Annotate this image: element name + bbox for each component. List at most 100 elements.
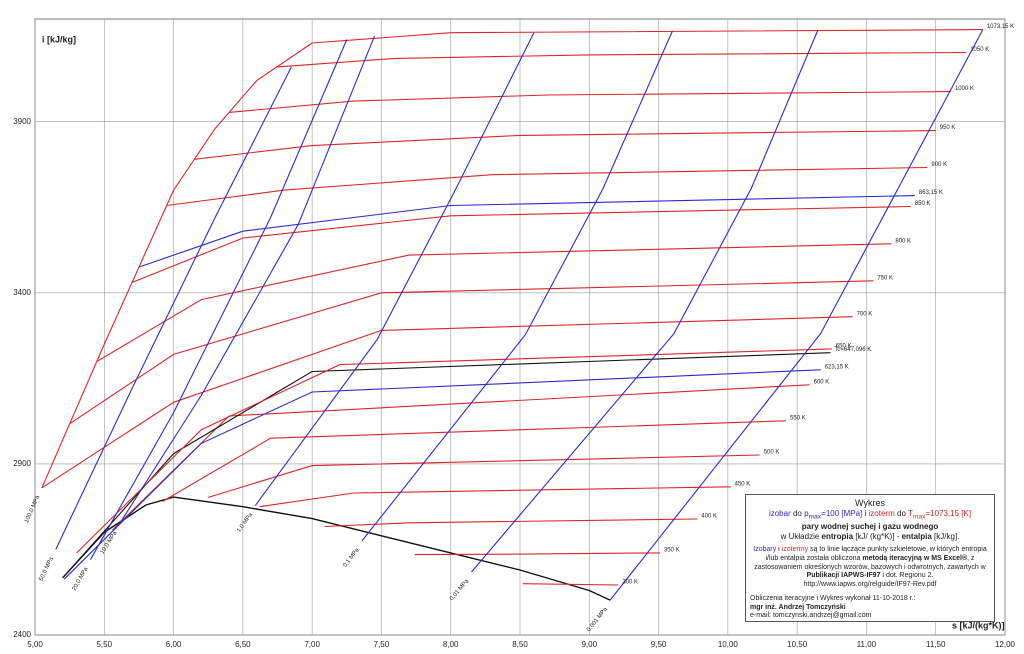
curve xyxy=(194,130,936,160)
text: p xyxy=(804,509,809,519)
isotherm-label: 1000 K xyxy=(955,86,974,92)
curve xyxy=(119,35,376,525)
text: i xyxy=(778,546,780,554)
x-tick-label: 9,50 xyxy=(651,640,667,649)
text: =1073,15 [K] xyxy=(925,509,972,519)
curve xyxy=(208,454,760,498)
grid xyxy=(34,19,1006,636)
y-tick-label: 3900 xyxy=(13,117,31,126)
isotherm-label: 623,15 K xyxy=(825,364,849,370)
isotherm-label: 863,15 K xyxy=(919,190,943,196)
curve xyxy=(361,30,673,542)
curve xyxy=(138,195,915,268)
credit: mgr inż. Andrzej Tomczyński xyxy=(750,603,846,611)
isotherm-label: 1073,15 K xyxy=(987,24,1014,30)
text: max xyxy=(808,513,822,521)
curve xyxy=(62,352,831,579)
isotherm-label: 300 K xyxy=(622,580,638,586)
x-tick-label: 6,00 xyxy=(166,640,182,649)
curve xyxy=(324,518,698,528)
credit: e-mail: tomczynski.andrzej@gmail.com xyxy=(750,612,872,620)
info-box: Wykres izobar do pmax=100 [MPa] i izoter… xyxy=(745,494,995,622)
text: =100 [MPa] xyxy=(821,509,863,519)
text: izobar xyxy=(768,509,791,519)
curve xyxy=(522,583,619,586)
curve xyxy=(69,280,874,425)
text: max xyxy=(912,513,926,521)
isotherm-label: 550 K xyxy=(790,415,806,421)
x-tick-label: 7,00 xyxy=(304,640,320,649)
x-tick-label: 7,50 xyxy=(374,640,390,649)
x-tick-label: 10,50 xyxy=(787,640,808,649)
curve xyxy=(62,496,611,601)
curve xyxy=(97,243,892,362)
curve xyxy=(41,316,853,489)
isotherm-label: 600 K xyxy=(814,379,830,385)
box-line: pary wodnej suchej i gazu wodnego xyxy=(801,522,939,532)
lines xyxy=(41,29,984,601)
curve xyxy=(259,486,731,508)
curve xyxy=(76,348,832,554)
isotherm-label: Tc=647,096 K xyxy=(834,347,871,353)
isotherm-label: 350 K xyxy=(664,547,680,553)
text: izotermy xyxy=(781,546,809,554)
text: są to linie łączące punkty szkieletowe, … xyxy=(765,546,987,562)
text: i dot. Regionu 2. xyxy=(882,572,934,580)
text: entropia xyxy=(821,532,854,542)
text: i xyxy=(864,509,867,519)
text: Izobary xyxy=(753,546,777,554)
isotherm-label: 750 K xyxy=(877,275,893,281)
box-line: w Układzie entropia [kJ/ (kg*K)] - ental… xyxy=(750,532,990,542)
y-tick-label: 2400 xyxy=(13,630,31,639)
curve xyxy=(471,29,819,573)
isotherm-label: 400 K xyxy=(701,514,717,520)
text: metodą iteracyjną w MS Excel® xyxy=(862,554,968,562)
isotherm-label: 1050 K xyxy=(970,47,989,53)
x-tick-label: 5,50 xyxy=(96,640,112,649)
x-tick-label: 11,50 xyxy=(926,640,946,649)
text: izoterm xyxy=(868,509,895,519)
curve xyxy=(162,420,787,502)
x-tick-label: 12,00 xyxy=(995,640,1016,649)
x-tick-label: 11,00 xyxy=(857,640,877,649)
x-tick-label: 8,00 xyxy=(443,640,459,649)
text: w Układzie xyxy=(780,532,820,542)
y-tick-label: 3400 xyxy=(13,288,31,297)
x-tick-label: 6,50 xyxy=(235,640,251,649)
credit: Obliczenia iteracyjne i Wykres wykonał 1… xyxy=(750,594,916,602)
isotherm-label: 900 K xyxy=(931,162,947,168)
note: Izobary i izotermy są to linie łączące p… xyxy=(750,546,990,590)
curve xyxy=(112,384,810,531)
text: [kJ/ (kg*K)] - xyxy=(855,532,900,542)
isotherm-label: 950 K xyxy=(940,125,956,131)
box-title: Wykres xyxy=(855,498,885,508)
text: , z zastosowaniem określonych wzorów, ba… xyxy=(754,554,986,571)
curve xyxy=(414,552,661,556)
curve xyxy=(609,29,984,601)
box-line: izobar do pmax=100 [MPa] i izoterm do Tm… xyxy=(750,509,990,522)
text: do xyxy=(792,509,802,519)
isotherm-label: 700 K xyxy=(857,311,873,317)
y-axis-label: i [kJ/kg] xyxy=(42,34,76,44)
text: do xyxy=(897,509,906,519)
curve xyxy=(312,29,983,44)
x-tick-label: 5,00 xyxy=(27,640,43,649)
curve xyxy=(228,91,952,113)
text: Publikacji IAPWS-IF97 xyxy=(806,572,881,580)
text: [kJ/kg]. xyxy=(934,532,960,542)
text: entalpia xyxy=(901,532,932,542)
x-axis-label: s [kJ/(kg*K)] xyxy=(952,620,1005,630)
isotherm-label: 500 K xyxy=(764,450,780,456)
isotherm-label: 800 K xyxy=(895,238,911,244)
curve xyxy=(254,32,535,506)
curve xyxy=(89,39,348,560)
x-tick-label: 10,00 xyxy=(718,640,739,649)
text: http://www.iapws.org/relguide/IF97-Rev.p… xyxy=(803,581,937,589)
x-tick-label: 8,50 xyxy=(512,640,528,649)
isotherm-label: 650 K xyxy=(836,343,852,349)
curve xyxy=(55,66,292,550)
y-tick-label: 2900 xyxy=(13,459,31,468)
text: T xyxy=(907,509,913,519)
